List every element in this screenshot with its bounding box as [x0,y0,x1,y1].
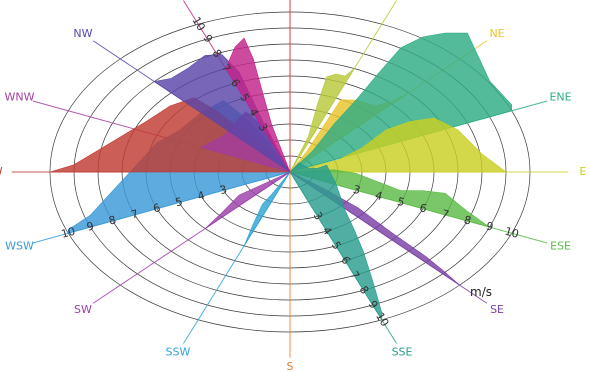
direction-label-wnw: WNW [4,90,34,103]
direction-label-e: E [579,165,586,178]
direction-label-s: S [287,360,294,372]
ridge-nnw [225,37,291,173]
tick-ese-5: 5 [396,195,406,209]
tick-wsw-5: 5 [174,195,184,209]
direction-label-nw: NW [73,27,92,40]
ridge-e [289,117,507,173]
tick-nnw-10: 10 [189,15,207,34]
direction-label-wsw: WSW [5,240,34,253]
ridge-nne [289,68,355,173]
direction-label-ne: NE [489,27,504,40]
direction-label-ene: ENE [549,90,571,103]
direction-label-w: W [0,165,3,178]
tick-wsw-7: 7 [130,207,140,221]
tick-sse-10: 10 [373,310,391,329]
ridge-ssw [243,171,291,247]
direction-label-se: SE [490,303,504,316]
tick-wsw-4: 4 [196,189,206,203]
ridge-sw [204,171,291,229]
tick-ese-7: 7 [440,207,450,221]
tick-ese-8: 8 [462,213,472,227]
unit-label: m/s [470,285,492,299]
tick-ese-10: 10 [503,225,520,241]
tick-ese-4: 4 [374,189,384,203]
ridge-sse [289,162,383,321]
tick-wsw-6: 6 [152,201,162,215]
tick-wsw-3: 3 [218,183,228,197]
direction-label-sse: SSE [392,345,413,358]
direction-label-sw: SW [74,303,92,316]
tick-nnw-9: 9 [200,32,215,45]
tick-wsw-8: 8 [107,213,117,227]
direction-label-ese: ESE [550,240,571,253]
tick-ese-3: 3 [352,183,362,197]
ridges [49,0,512,321]
tick-wsw-10: 10 [60,225,77,241]
direction-label-ssw: SSW [166,345,191,358]
ridge-ese [289,169,490,228]
tick-ese-9: 9 [485,219,495,233]
tick-ese-6: 6 [418,201,428,215]
tick-wsw-9: 9 [85,219,95,233]
